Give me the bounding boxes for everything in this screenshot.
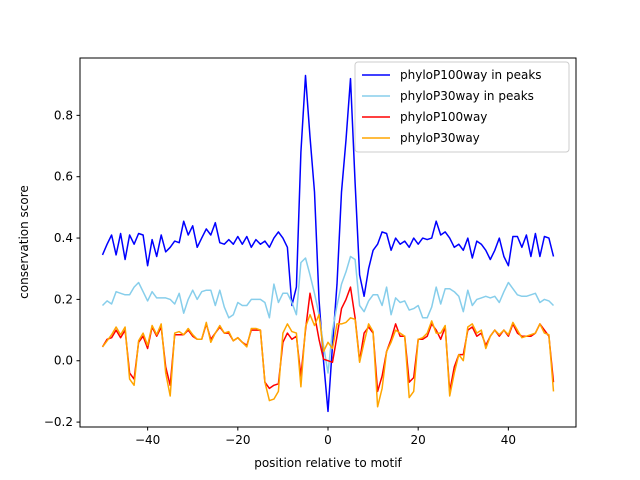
y-tick-label: 0.4	[54, 231, 73, 245]
y-tick-label: 0.6	[54, 170, 73, 184]
y-axis-label: conservation score	[17, 185, 31, 299]
legend-label-1: phyloP30way in peaks	[400, 89, 534, 103]
legend: phyloP100way in peaks phyloP30way in peak…	[354, 61, 570, 153]
x-tick-label: 40	[501, 433, 516, 447]
series-line-3	[101, 313, 555, 408]
y-tick-label: 0.2	[54, 292, 73, 306]
y-tick-label: 0.8	[54, 108, 73, 122]
y-axis-ticks: −0.2 0.0 0.2 0.4 0.6 0.8	[44, 108, 80, 429]
series-line-1	[101, 255, 555, 374]
series-lines	[101, 74, 555, 413]
x-tick-label: 0	[324, 433, 332, 447]
legend-box	[354, 61, 570, 153]
legend-label-2: phyloP100way	[400, 110, 487, 124]
x-tick-label: −20	[225, 433, 250, 447]
x-tick-label: 20	[411, 433, 426, 447]
series-line-0	[101, 74, 555, 413]
x-tick-label: −40	[135, 433, 160, 447]
y-tick-label: 0.0	[54, 354, 73, 368]
series-line-2	[101, 286, 555, 393]
x-axis-label: position relative to motif	[254, 456, 402, 470]
legend-label-0: phyloP100way in peaks	[400, 68, 542, 82]
x-axis-ticks: −40 −20 0 20 40	[135, 427, 516, 447]
legend-label-3: phyloP30way	[400, 131, 480, 145]
y-tick-label: −0.2	[44, 415, 73, 429]
